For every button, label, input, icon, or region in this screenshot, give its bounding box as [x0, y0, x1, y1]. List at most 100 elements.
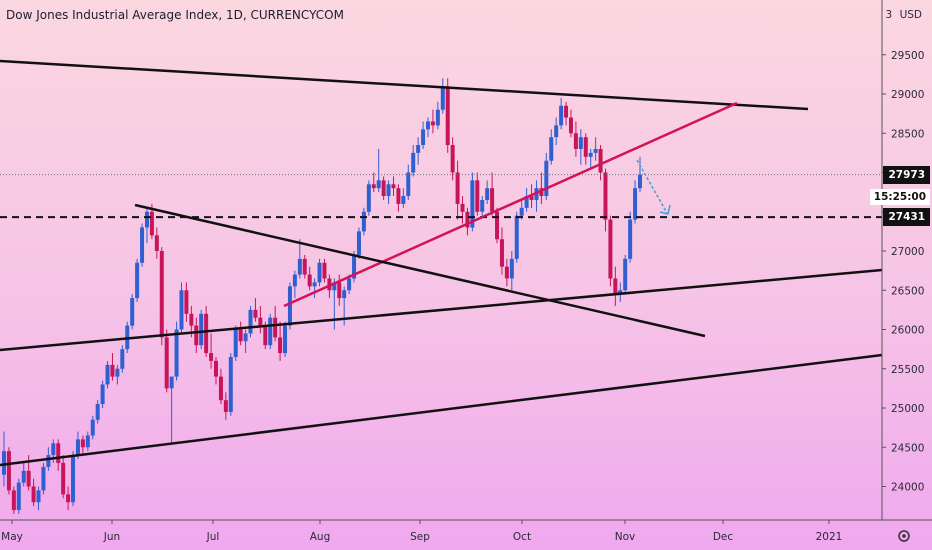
rising-support-line[interactable]: [0, 268, 883, 352]
candle: [144, 207, 149, 244]
candle: [539, 172, 544, 204]
y-tick-label: 26000: [891, 325, 924, 337]
candle-body: [258, 317, 263, 326]
candle: [2, 431, 6, 487]
candle: [376, 148, 381, 193]
candle: [238, 321, 243, 346]
candle: [396, 184, 401, 212]
candle: [66, 486, 71, 511]
candle-body: [110, 364, 115, 377]
candle-body: [455, 172, 460, 204]
candle-body: [361, 211, 366, 232]
descending-trendline[interactable]: [134, 203, 706, 338]
candle-body: [238, 329, 243, 342]
candle: [90, 415, 95, 440]
candle-body: [475, 180, 480, 212]
candle: [228, 353, 233, 416]
y-tick-label: 24000: [891, 482, 924, 494]
candle: [21, 462, 26, 487]
x-tick-label: Jun: [103, 531, 120, 543]
candle-body: [470, 180, 475, 228]
upper-resistance-line[interactable]: [0, 59, 809, 111]
candle-body: [401, 196, 406, 204]
candle-body: [75, 439, 80, 456]
candle-body: [347, 278, 352, 291]
candle-body: [440, 86, 445, 110]
candle: [623, 254, 628, 295]
y-tick-label: 26500: [891, 285, 924, 297]
candle-body: [297, 258, 302, 275]
candle-body: [41, 466, 46, 491]
candle-body: [253, 309, 258, 318]
candle: [273, 305, 278, 342]
settings-gear-icon[interactable]: [898, 530, 910, 542]
candle: [426, 117, 430, 138]
candle: [480, 196, 485, 216]
candle-body: [460, 203, 465, 212]
candle: [455, 160, 460, 220]
candle-body: [578, 137, 583, 149]
candle: [214, 356, 218, 385]
candle-body: [435, 109, 440, 126]
candle-body: [564, 105, 569, 118]
candle: [218, 368, 223, 405]
candle: [248, 305, 253, 338]
candle: [105, 360, 110, 389]
candle-body: [391, 184, 396, 189]
currency-badge[interactable]: 3 USD: [886, 9, 922, 21]
candle-body: [90, 419, 95, 436]
candle: [258, 305, 263, 334]
candle: [401, 188, 406, 208]
candle-body: [154, 235, 159, 251]
channel-bottom-line[interactable]: [0, 353, 883, 467]
forecast-arrow[interactable]: [636, 159, 668, 214]
candle-body: [169, 376, 174, 389]
candle: [154, 227, 159, 259]
candle: [120, 345, 125, 373]
countdown-label: 15:25:00: [869, 189, 930, 205]
candle-body: [159, 251, 164, 338]
last-price-label: 27973: [883, 166, 930, 184]
candle-body: [588, 152, 593, 157]
currency-label: USD: [899, 9, 922, 21]
candle-body: [514, 215, 519, 259]
forecast-arrow-head: [659, 204, 671, 215]
candle-body: [371, 184, 376, 189]
x-tick-label: Jul: [206, 531, 220, 543]
candle-body: [598, 148, 603, 173]
candle: [278, 321, 283, 361]
candle-body: [381, 180, 386, 197]
candle-body: [223, 400, 228, 412]
candle: [603, 168, 608, 232]
candle-body: [66, 494, 71, 503]
candle: [445, 78, 450, 153]
candle-body: [11, 490, 16, 511]
candle-body: [504, 266, 509, 279]
candle: [573, 121, 578, 157]
y-tick-label: 24500: [891, 442, 924, 454]
candle: [460, 196, 465, 224]
candle: [406, 164, 411, 200]
candle: [268, 313, 273, 350]
candle: [371, 172, 376, 193]
candle: [475, 172, 480, 216]
candle-body: [209, 353, 214, 361]
candle-body: [302, 258, 307, 275]
candle-body: [623, 258, 628, 291]
candle-body: [573, 133, 578, 149]
trendlines-layer[interactable]: [0, 59, 883, 467]
candle-body: [199, 313, 204, 346]
candle-body: [628, 219, 633, 259]
candle-body: [337, 282, 342, 299]
candle: [233, 325, 238, 361]
candle: [140, 223, 145, 267]
y-tick-label: 27000: [891, 246, 924, 258]
candle: [297, 239, 302, 279]
candle-body: [613, 278, 618, 295]
red-trendline[interactable]: [283, 101, 738, 308]
candle: [430, 109, 435, 134]
candle: [381, 176, 386, 200]
candle: [317, 258, 322, 287]
candle: [564, 101, 569, 126]
